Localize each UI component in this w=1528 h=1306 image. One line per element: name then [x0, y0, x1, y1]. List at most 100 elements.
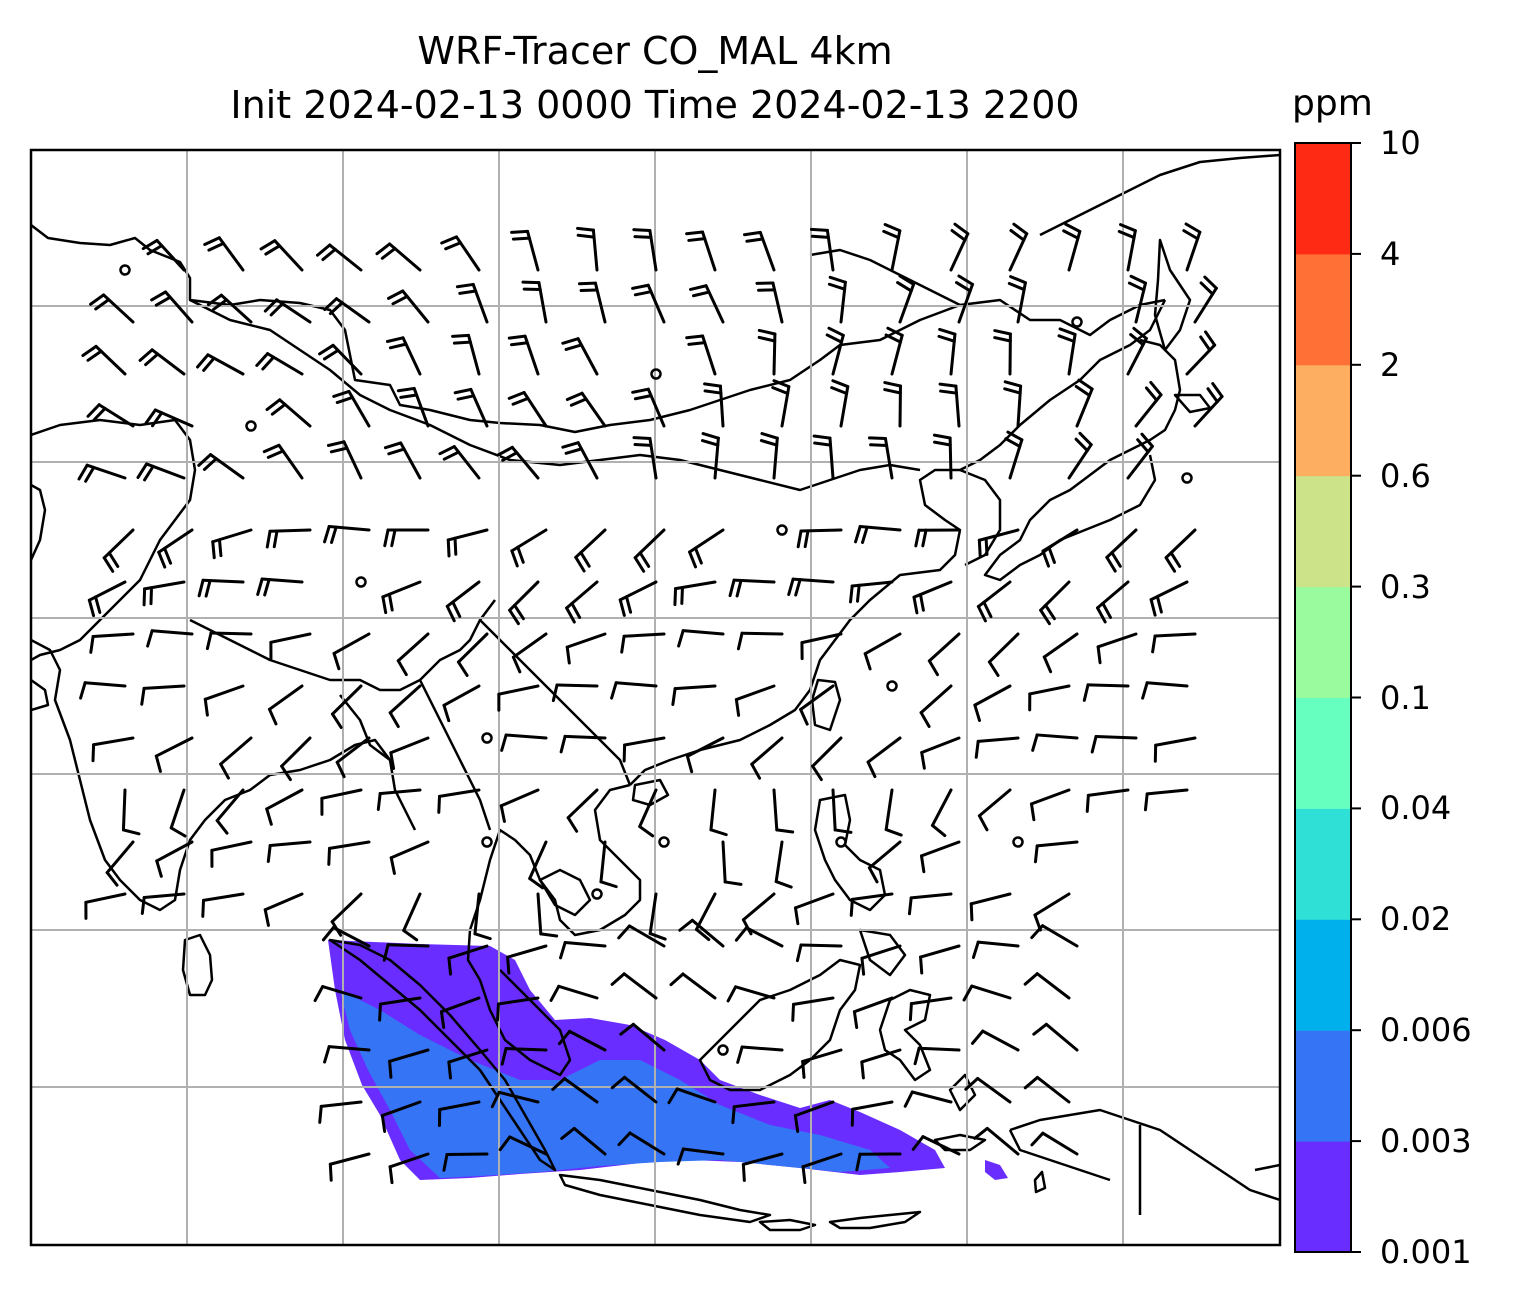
wind-barb — [632, 436, 658, 480]
wind-barb — [850, 1100, 894, 1127]
wind-barb — [453, 387, 489, 428]
wind-barb — [77, 463, 127, 483]
wind-barb — [1031, 733, 1079, 752]
wind-barb — [327, 840, 371, 866]
wind-barb — [1023, 972, 1071, 1000]
colorbar-tick-label: 0.04 — [1380, 789, 1452, 828]
wind-barb — [867, 840, 902, 884]
wind-barb — [830, 379, 850, 428]
wind-barb — [736, 1045, 784, 1064]
wind-barb — [262, 443, 304, 480]
wind-barb — [728, 578, 776, 598]
wind-barb — [560, 1126, 607, 1156]
wind-barb — [389, 736, 430, 771]
wind-barb — [799, 684, 835, 726]
wind-barb — [521, 280, 548, 324]
wind-barb — [206, 293, 253, 324]
wind-barb — [510, 528, 548, 568]
wind-barb — [1182, 222, 1202, 272]
wind-barb — [323, 525, 371, 544]
wind-barb — [197, 453, 245, 480]
wind-barb — [565, 580, 599, 624]
wind-barb — [335, 736, 371, 779]
wind-barb — [709, 788, 728, 837]
wind-barb — [456, 632, 489, 677]
wind-barb — [266, 840, 312, 863]
wind-barb — [490, 1090, 540, 1109]
colorbar-bin-4 — [1295, 143, 1351, 255]
wind-barb — [1141, 681, 1189, 700]
colorbar-tick-label: 4 — [1380, 234, 1401, 273]
wind-barb — [140, 684, 186, 706]
wind-barb — [267, 684, 304, 726]
wind-barb — [396, 632, 430, 677]
wind-barb — [1134, 380, 1163, 428]
wind-barb — [912, 580, 953, 615]
wind-barb — [565, 632, 607, 665]
wind-barb — [1042, 632, 1079, 674]
wind-barb — [796, 528, 843, 549]
wind-barb — [731, 1100, 776, 1125]
wind-barb — [497, 684, 540, 712]
wind-barb — [677, 629, 725, 648]
wind-barb — [439, 996, 481, 1030]
wind-barb — [1074, 378, 1094, 428]
wind-barb — [1117, 223, 1137, 272]
wind-barb — [1033, 840, 1079, 864]
wind-barb — [599, 840, 618, 889]
wind-barb — [726, 985, 776, 1003]
wind-barb — [84, 892, 127, 920]
wind-barb — [976, 580, 1012, 623]
wind-barb — [442, 684, 481, 723]
wind-barb — [962, 984, 1012, 1002]
wind-barb — [882, 223, 902, 272]
wind-barb — [700, 432, 720, 480]
wind-barb — [1003, 380, 1023, 428]
wind-barb — [955, 274, 975, 324]
wind-barb — [446, 528, 489, 558]
wind-barb — [577, 281, 607, 324]
colorbar-bin-0.001 — [1295, 1141, 1351, 1253]
wind-barb — [551, 683, 599, 703]
wind-barb — [685, 230, 717, 272]
wind-barb — [1007, 275, 1027, 324]
wind-barb — [79, 681, 127, 700]
wind-barb — [265, 398, 312, 428]
wind-barb — [914, 528, 961, 548]
wind-barb — [1126, 432, 1154, 480]
colorbar-bin-0.04 — [1295, 697, 1351, 809]
wind-barb — [633, 528, 666, 573]
wind-barb — [332, 632, 371, 671]
wind-barb — [496, 996, 540, 1022]
wind-calm-marker — [119, 264, 131, 276]
wind-barb — [631, 283, 666, 324]
wind-barb — [389, 840, 430, 875]
wind-barb — [631, 387, 666, 428]
wind-barb — [970, 1029, 1020, 1052]
wind-barb — [903, 1090, 953, 1108]
wind-barb — [455, 282, 489, 324]
wind-barb — [154, 736, 194, 773]
wind-barb — [1164, 528, 1197, 573]
wind-barb — [574, 528, 607, 573]
wind-barb — [387, 289, 430, 324]
wind-barb — [619, 1022, 666, 1052]
colorbar-bin-0.6 — [1295, 364, 1351, 477]
wind-barb — [800, 632, 843, 661]
wind-barb — [528, 840, 548, 890]
wind-barb — [618, 580, 658, 617]
wind-barb — [549, 984, 599, 1002]
wind-barb — [89, 293, 135, 324]
wind-barb — [499, 788, 540, 823]
wind-barb — [617, 1131, 666, 1156]
wind-barb — [791, 996, 835, 1022]
wind-barb — [1096, 632, 1138, 665]
wind-barb — [1153, 736, 1197, 763]
wind-barb — [919, 944, 961, 975]
colorbar-tick-label: 0.6 — [1380, 456, 1431, 495]
wind-barb — [383, 441, 422, 480]
wind-barb — [1057, 327, 1077, 376]
wind-barb — [671, 684, 717, 706]
wind-barb — [974, 736, 1020, 759]
wind-barb — [510, 229, 540, 272]
